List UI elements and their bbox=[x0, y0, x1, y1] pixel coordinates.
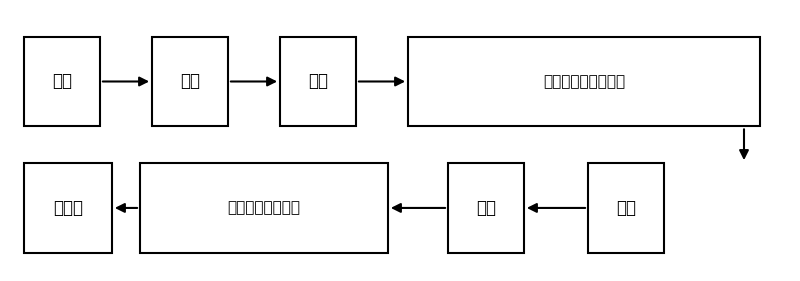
Text: 水洗: 水洗 bbox=[616, 199, 636, 217]
Text: 过筛: 过筛 bbox=[180, 72, 200, 90]
Text: 谷糠油: 谷糠油 bbox=[53, 199, 83, 217]
Text: 离子液体，微波处理: 离子液体，微波处理 bbox=[543, 74, 625, 89]
Text: 称重: 称重 bbox=[308, 72, 328, 90]
Bar bbox=[24, 37, 100, 126]
Bar bbox=[588, 163, 664, 253]
Bar bbox=[24, 163, 112, 253]
Text: 谷糠: 谷糠 bbox=[52, 72, 72, 90]
Bar bbox=[448, 163, 524, 253]
Bar bbox=[280, 37, 356, 126]
Bar bbox=[140, 163, 388, 253]
Bar bbox=[152, 37, 228, 126]
Text: 超临界萃取一精馏: 超临界萃取一精馏 bbox=[227, 200, 301, 216]
Bar bbox=[408, 37, 760, 126]
Text: 干燥: 干燥 bbox=[476, 199, 496, 217]
